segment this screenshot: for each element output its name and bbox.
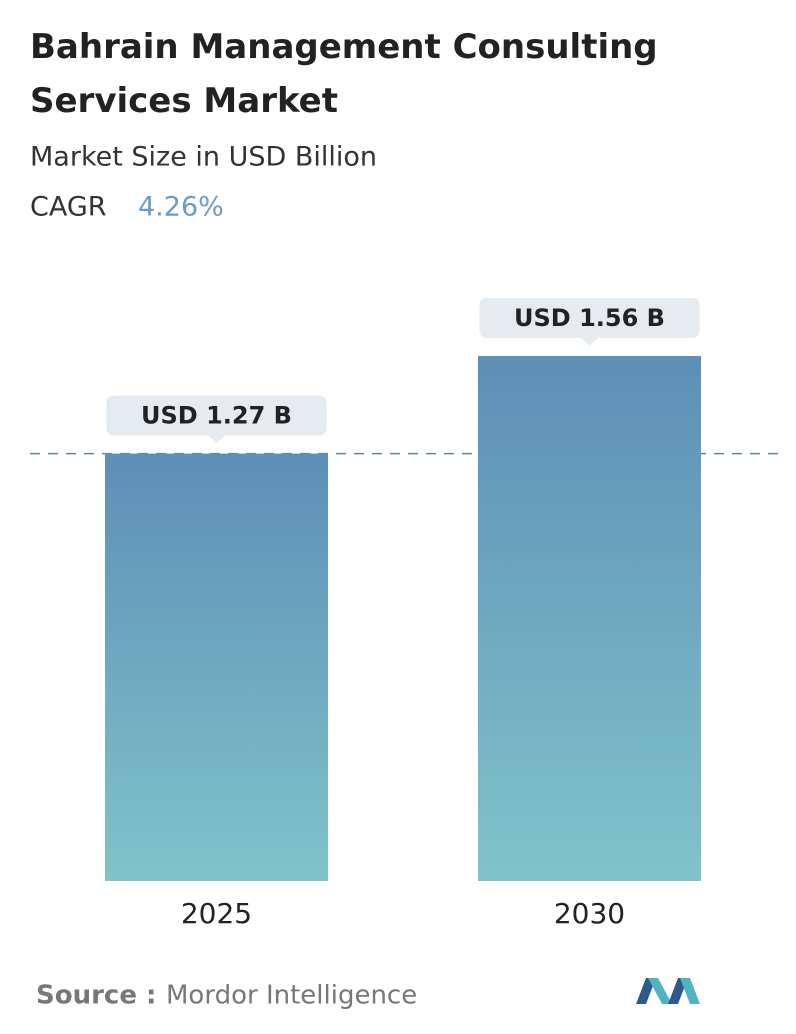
value-label-pointer [581,338,598,346]
bar [105,453,328,881]
logo [636,978,700,1004]
cagr-label: CAGR [30,192,107,223]
value-label: USD 1.27 B [141,402,292,430]
value-label: USD 1.56 B [514,304,665,332]
chart-title: Bahrain Management Consulting Services Ma… [30,27,658,121]
value-label-box [479,298,700,338]
source: Mordor Intelligence [166,981,417,1011]
value-label-pointer [208,435,225,444]
x-tick-label: 2030 [554,897,625,930]
source-label: Source : [36,981,156,1011]
value-label-box [106,395,327,436]
cagr-value: 4.26% [138,192,224,223]
x-tick-label: 2025 [181,897,252,930]
chart-subtitle: Market Size in USD Billion [30,142,377,173]
bar [478,356,701,881]
